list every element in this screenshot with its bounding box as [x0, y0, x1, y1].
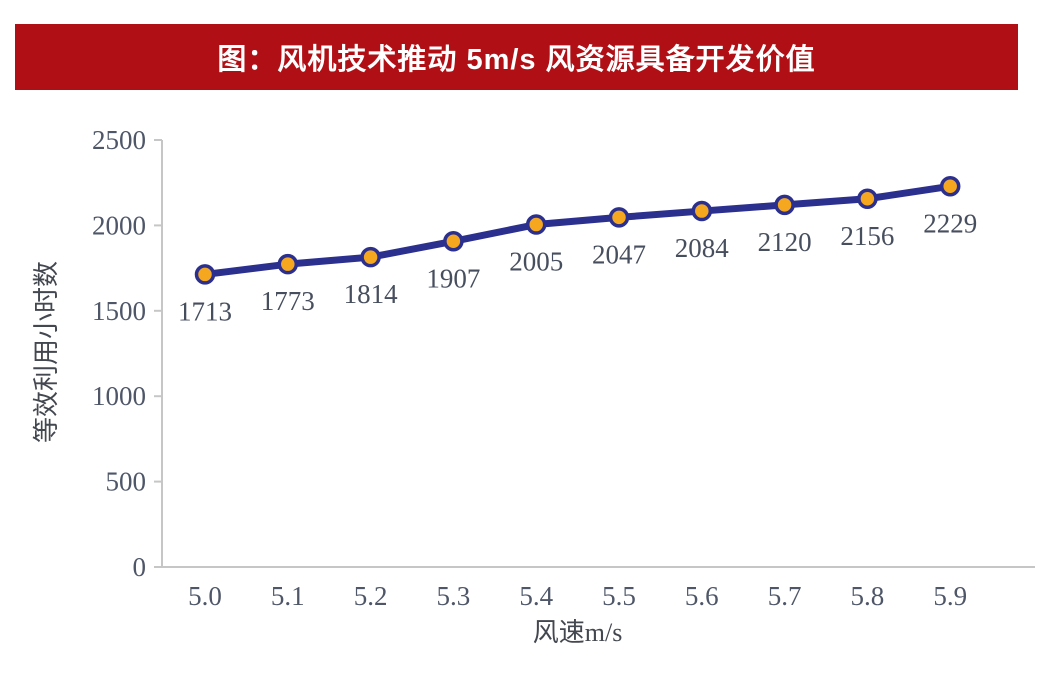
line-chart: 0 500 1000 1500 2000 2500 5.0 5.1 5.2 5.3 5.4 5.5 5.… — [32, 125, 1035, 647]
y-tick-label: 2000 — [92, 210, 146, 240]
data-point-marker — [525, 214, 547, 235]
data-point-label: 2005 — [509, 247, 563, 277]
x-tick-label: 5.7 — [768, 581, 802, 611]
x-tick-label: 5.5 — [602, 581, 636, 611]
series-line — [201, 182, 954, 278]
data-point-marker — [691, 200, 713, 222]
data-point-label: 1907 — [426, 263, 480, 293]
x-tick-label: 5.4 — [519, 581, 553, 611]
y-tick-label: 500 — [106, 467, 147, 497]
x-tick-label: 5.2 — [354, 581, 388, 611]
chart-title-banner: 图：风机技术推动 5m/s 风资源具备开发价值 — [15, 24, 1018, 90]
y-tick-label: 2500 — [92, 125, 146, 155]
x-tick-label: 5.9 — [933, 581, 967, 611]
data-point-label: 1713 — [178, 296, 232, 326]
data-point-marker — [277, 253, 299, 275]
data-point-marker — [194, 264, 216, 285]
chart-title: 图：风机技术推动 5m/s 风资源具备开发价值 — [217, 44, 816, 76]
x-tick-label: 5.0 — [188, 581, 222, 611]
data-point-label: 2229 — [923, 208, 977, 238]
data-point-label: 2047 — [592, 239, 646, 269]
data-point-label: 2084 — [675, 233, 730, 263]
y-tick-label: 0 — [133, 552, 147, 582]
data-point-marker — [360, 246, 381, 268]
chart-area: 0 500 1000 1500 2000 2500 5.0 5.1 5.2 5.3 5.4 5.5 5.… — [0, 90, 1040, 676]
y-axis-title: 等效利用小时数 — [32, 261, 61, 443]
x-tick-label: 5.6 — [685, 581, 719, 611]
data-point-marker — [774, 194, 795, 216]
data-point-label: 2156 — [840, 221, 894, 251]
x-tick-label: 5.1 — [271, 581, 305, 611]
y-tick-label: 1000 — [92, 381, 146, 411]
data-point-label: 1773 — [261, 286, 315, 316]
data-point-marker — [857, 188, 878, 210]
x-axis-title: 风速m/s — [533, 618, 623, 647]
data-point-label: 2120 — [758, 227, 812, 257]
x-tick-label: 5.3 — [437, 581, 471, 611]
data-point-marker — [608, 207, 630, 228]
x-tick-label: 5.8 — [851, 581, 885, 611]
data-point-marker — [939, 176, 961, 197]
data-point-marker — [443, 231, 464, 252]
y-tick-label: 1500 — [92, 296, 146, 326]
data-point-label: 1814 — [344, 279, 399, 309]
